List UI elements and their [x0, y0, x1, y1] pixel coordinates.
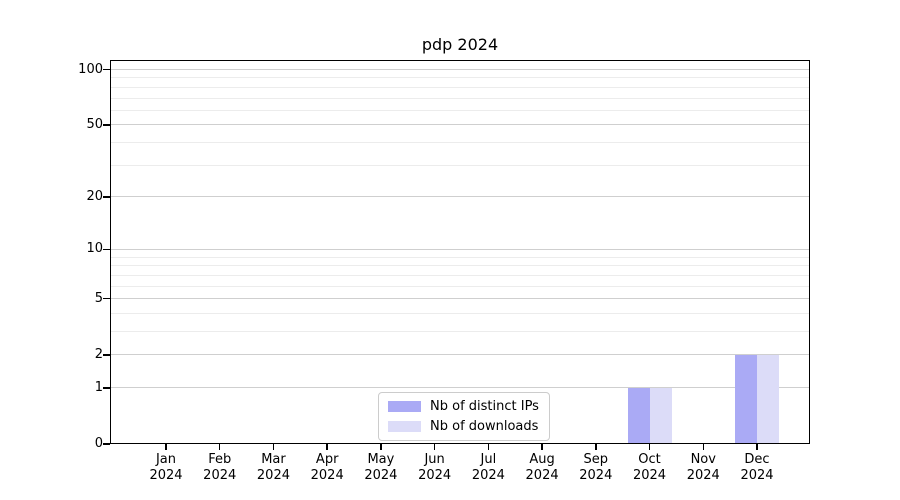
x-tick-label-month: Nov [690, 452, 716, 467]
x-tick-mark [702, 444, 705, 450]
gridline-major [110, 69, 810, 70]
x-tick-label: Jan 2024 [126, 452, 206, 483]
x-tick-mark [272, 444, 275, 450]
x-tick-mark [541, 444, 543, 450]
y-tick-label: 100 [78, 61, 103, 77]
x-tick-mark [648, 444, 651, 450]
x-tick-label-month: Jan [155, 452, 177, 467]
y-tick-label: 0 [94, 436, 103, 451]
gridline-minor [110, 109, 810, 111]
x-tick-label: Sep 2024 [556, 452, 636, 483]
x-tick-label-year: 2024 [310, 467, 344, 483]
y-tick-label: 2 [94, 346, 103, 362]
gridline-minor [110, 285, 810, 287]
x-tick-label-month: Sep [583, 452, 609, 467]
legend-label-distinct-ips: Nb of distinct IPs [430, 399, 539, 414]
y-tick-label: 1 [94, 379, 103, 395]
gridline-minor [110, 312, 810, 314]
gridline-minor [110, 274, 810, 276]
plot-area [103, 60, 810, 450]
x-tick-label-year: 2024 [525, 467, 559, 483]
x-tick-label-month: Dec [744, 452, 770, 467]
x-tick-label-month: Jul [480, 452, 497, 467]
y-tick-mark [103, 354, 110, 356]
x-tick-label-year: 2024 [471, 467, 505, 483]
bar-distinct-ips [627, 387, 650, 444]
gridline-minor [110, 86, 810, 88]
x-tick-mark [218, 444, 221, 450]
x-tick-label: Jun 2024 [395, 452, 475, 483]
legend-item-downloads: Nb of downloads [388, 419, 539, 434]
y-tick-mark [103, 68, 110, 71]
gridline-minor [110, 256, 810, 258]
gridline-minor [110, 77, 810, 79]
bar-distinct-ips [734, 354, 757, 444]
x-tick-label-month: Mar [261, 452, 286, 467]
x-tick-mark [326, 444, 328, 450]
x-tick-label-month: Apr [315, 452, 339, 467]
x-tick-label-year: 2024 [632, 467, 667, 483]
x-tick-mark [756, 444, 758, 450]
y-tick-mark [103, 297, 110, 300]
legend-label-downloads: Nb of downloads [430, 419, 539, 434]
gridline-major [110, 354, 810, 356]
gridline-minor [110, 97, 810, 99]
y-tick-label: 5 [94, 290, 103, 306]
legend-swatch-downloads [388, 421, 421, 432]
x-tick-label-month: Aug [529, 452, 555, 467]
y-tick-mark [103, 196, 110, 198]
x-tick-label: Aug 2024 [502, 452, 582, 483]
x-tick-label: Nov 2024 [663, 452, 743, 483]
x-tick-mark [487, 444, 490, 450]
x-tick-label-year: 2024 [740, 467, 774, 483]
x-tick-label-month: May [367, 452, 395, 467]
x-tick-mark [595, 444, 597, 450]
gridline-major [110, 387, 810, 389]
bar-downloads [649, 387, 672, 444]
gridline-minor [110, 265, 810, 267]
gridline-major [110, 298, 810, 300]
legend: Nb of distinct IPs Nb of downloads [378, 392, 550, 441]
gridline-major [110, 248, 810, 250]
y-tick-mark [103, 248, 110, 251]
x-tick-label-month: Jun [424, 452, 445, 467]
legend-item-distinct-ips: Nb of distinct IPs [388, 399, 539, 414]
y-tick-mark [103, 387, 110, 389]
x-tick-label: May 2024 [341, 452, 421, 483]
x-tick-mark [433, 444, 436, 450]
x-tick-label-year: 2024 [203, 467, 237, 483]
y-tick-label: 10 [86, 241, 103, 257]
x-tick-mark [165, 444, 167, 450]
gridline-major [110, 196, 810, 198]
x-tick-label-year: 2024 [686, 467, 720, 483]
gridline-minor [110, 331, 810, 332]
y-tick-mark [103, 443, 110, 445]
x-tick-label: Mar 2024 [233, 452, 313, 483]
x-tick-mark [380, 444, 382, 450]
x-tick-label: Jul 2024 [448, 452, 528, 483]
chart-title: pdp 2024 [421, 35, 499, 54]
x-tick-label: Dec 2024 [717, 452, 797, 483]
x-tick-label-month: Oct [638, 452, 661, 467]
x-tick-label-year: 2024 [579, 467, 613, 483]
x-tick-label-month: Feb [208, 452, 232, 467]
gridline-minor [110, 142, 810, 144]
x-tick-label: Feb 2024 [180, 452, 260, 483]
legend-swatch-distinct-ips [388, 401, 421, 412]
x-tick-label: Apr 2024 [287, 452, 367, 483]
x-tick-label-year: 2024 [149, 467, 183, 483]
bar-downloads [756, 354, 779, 444]
x-tick-label: Oct 2024 [610, 452, 690, 483]
x-tick-label-year: 2024 [256, 467, 290, 483]
x-tick-label-year: 2024 [364, 467, 398, 483]
x-tick-label-year: 2024 [418, 467, 452, 483]
y-tick-label: 20 [86, 188, 103, 204]
gridline-minor [110, 164, 810, 166]
y-tick-mark [103, 124, 110, 126]
gridline-major [110, 124, 810, 126]
y-tick-label: 50 [86, 116, 103, 132]
